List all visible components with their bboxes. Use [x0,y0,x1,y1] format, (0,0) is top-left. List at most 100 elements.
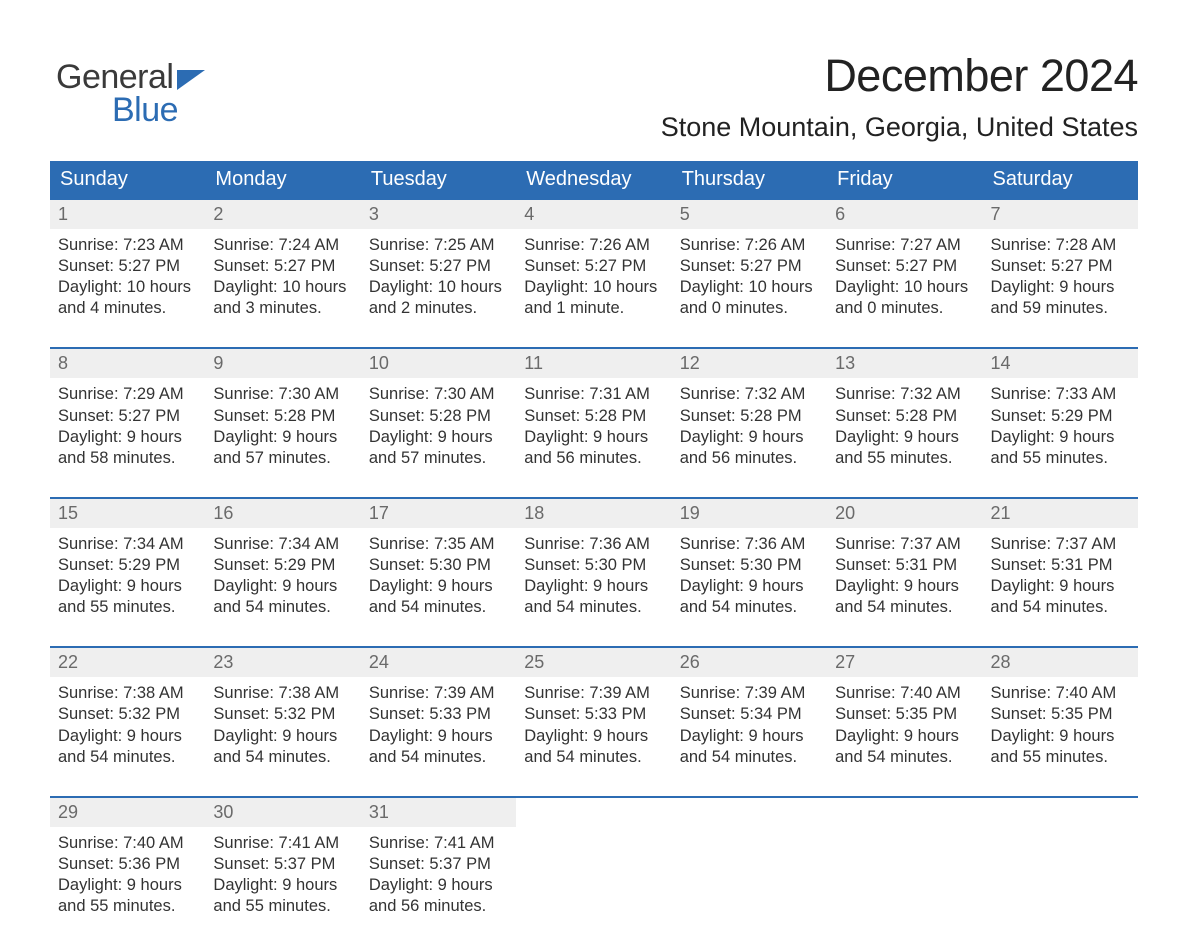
day-content-cell: Sunrise: 7:37 AMSunset: 5:31 PMDaylight:… [827,528,982,647]
day-line: Daylight: 9 hours [213,576,352,597]
day-line: Sunset: 5:30 PM [680,555,819,576]
day-number: 1 [58,204,68,224]
day-line: Daylight: 9 hours [680,576,819,597]
day-header: Wednesday [516,161,671,199]
day-line: and 54 minutes. [524,597,663,618]
day-line: and 55 minutes. [213,896,352,917]
day-number-cell: 1 [50,199,205,229]
day-line: Sunrise: 7:39 AM [369,683,508,704]
day-line: Daylight: 9 hours [369,875,508,896]
day-number-cell [983,797,1138,827]
day-line: and 54 minutes. [369,597,508,618]
day-line: Sunset: 5:30 PM [369,555,508,576]
day-number: 5 [680,204,690,224]
day-line: Sunrise: 7:26 AM [524,235,663,256]
day-line: Sunset: 5:27 PM [680,256,819,277]
day-number-cell: 23 [205,647,360,677]
day-content-cell: Sunrise: 7:29 AMSunset: 5:27 PMDaylight:… [50,378,205,497]
day-line: Sunrise: 7:29 AM [58,384,197,405]
content-row: Sunrise: 7:23 AMSunset: 5:27 PMDaylight:… [50,229,1138,348]
day-content-cell: Sunrise: 7:26 AMSunset: 5:27 PMDaylight:… [516,229,671,348]
day-content-cell: Sunrise: 7:38 AMSunset: 5:32 PMDaylight:… [50,677,205,796]
day-number-cell: 8 [50,348,205,378]
day-line: Sunrise: 7:31 AM [524,384,663,405]
day-line: Sunset: 5:27 PM [58,256,197,277]
day-line: Daylight: 9 hours [58,726,197,747]
day-line: Daylight: 9 hours [524,576,663,597]
day-line: Sunrise: 7:40 AM [835,683,974,704]
calendar-header-row: Sunday Monday Tuesday Wednesday Thursday… [50,161,1138,199]
brand-logo: General Blue [56,58,207,130]
day-line: and 1 minute. [524,298,663,319]
day-line: Sunrise: 7:23 AM [58,235,197,256]
day-number-cell: 9 [205,348,360,378]
day-line: Daylight: 10 hours [213,277,352,298]
day-line: Sunset: 5:35 PM [835,704,974,725]
day-content-cell: Sunrise: 7:41 AMSunset: 5:37 PMDaylight:… [205,827,360,945]
day-line: Sunset: 5:33 PM [369,704,508,725]
day-line: Daylight: 10 hours [835,277,974,298]
day-number: 11 [524,353,543,373]
day-number-cell [827,797,982,827]
day-line: and 56 minutes. [369,896,508,917]
day-content-cell: Sunrise: 7:41 AMSunset: 5:37 PMDaylight:… [361,827,516,945]
day-line: Daylight: 10 hours [680,277,819,298]
day-line: Daylight: 10 hours [58,277,197,298]
day-number-cell: 29 [50,797,205,827]
day-line: and 54 minutes. [58,747,197,768]
day-line: Daylight: 9 hours [991,427,1130,448]
day-number-cell: 11 [516,348,671,378]
day-line: Sunset: 5:27 PM [58,406,197,427]
day-line: and 56 minutes. [680,448,819,469]
day-header: Thursday [672,161,827,199]
day-line: Daylight: 9 hours [369,427,508,448]
day-number: 29 [58,802,78,822]
day-line: and 54 minutes. [680,597,819,618]
day-header: Sunday [50,161,205,199]
day-content-cell: Sunrise: 7:34 AMSunset: 5:29 PMDaylight:… [205,528,360,647]
day-number-cell: 12 [672,348,827,378]
day-number: 13 [835,353,855,373]
day-number: 19 [680,503,700,523]
day-line: and 54 minutes. [369,747,508,768]
content-row: Sunrise: 7:38 AM Sunset: 5:32 PM Daylight:… [50,677,1138,796]
day-line: and 55 minutes. [58,896,197,917]
day-line: Sunset: 5:31 PM [835,555,974,576]
day-line: and 55 minutes. [991,747,1130,768]
day-line: Daylight: 9 hours [369,576,508,597]
day-line: Sunrise: 7:28 AM [991,235,1130,256]
day-line: Sunset: 5:37 PM [213,854,352,875]
title-block: December 2024 Stone Mountain, Georgia, U… [50,50,1138,143]
day-number: 31 [369,802,389,822]
day-line: Daylight: 9 hours [58,427,197,448]
day-content-cell: Sunrise: 7:32 AMSunset: 5:28 PMDaylight:… [672,378,827,497]
day-content-cell: Sunrise: 7:40 AMSunset: 5:35 PMDaylight:… [827,677,982,796]
day-content-cell: Sunrise: 7:26 AMSunset: 5:27 PMDaylight:… [672,229,827,348]
day-number: 18 [524,503,544,523]
day-line: Daylight: 9 hours [680,726,819,747]
day-line: Daylight: 9 hours [835,726,974,747]
day-line: Daylight: 9 hours [835,576,974,597]
day-line: Sunset: 5:30 PM [524,555,663,576]
day-number-cell: 3 [361,199,516,229]
day-number-cell: 24 [361,647,516,677]
day-line: and 54 minutes. [213,597,352,618]
day-line: and 57 minutes. [369,448,508,469]
day-line: Sunset: 5:32 PM [213,704,352,725]
day-line: Sunrise: 7:33 AM [991,384,1130,405]
day-number: 2 [213,204,223,224]
day-line: and 0 minutes. [680,298,819,319]
day-line: Daylight: 9 hours [369,726,508,747]
day-line: Sunrise: 7:37 AM [835,534,974,555]
day-number: 9 [213,353,223,373]
day-line: Sunset: 5:28 PM [369,406,508,427]
day-content-cell [983,827,1138,945]
day-number-cell: 20 [827,498,982,528]
day-line: Sunrise: 7:24 AM [213,235,352,256]
day-line: Daylight: 9 hours [524,427,663,448]
day-line: and 55 minutes. [835,448,974,469]
day-line: and 59 minutes. [991,298,1130,319]
day-line: Sunset: 5:27 PM [835,256,974,277]
day-line: Sunrise: 7:38 AM [58,683,197,704]
day-number: 22 [58,652,78,672]
